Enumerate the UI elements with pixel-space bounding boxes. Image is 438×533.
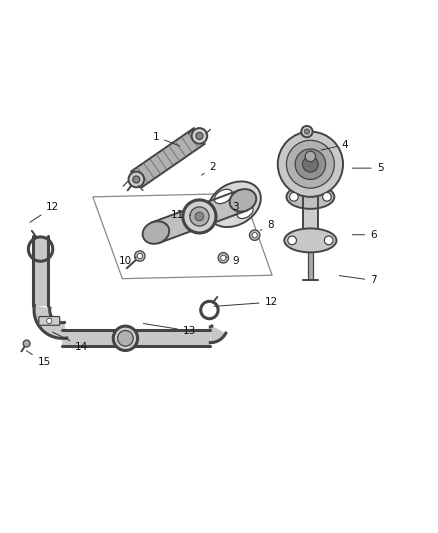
Text: 8: 8 xyxy=(260,220,274,230)
Circle shape xyxy=(295,149,325,180)
Text: 9: 9 xyxy=(226,256,239,266)
Bar xyxy=(303,197,318,246)
Text: 12: 12 xyxy=(30,203,60,222)
Ellipse shape xyxy=(230,189,256,212)
Circle shape xyxy=(117,330,133,346)
Circle shape xyxy=(218,253,229,263)
Circle shape xyxy=(288,236,297,245)
Text: 2: 2 xyxy=(201,162,216,175)
Ellipse shape xyxy=(208,181,261,227)
Circle shape xyxy=(301,126,313,137)
Text: 15: 15 xyxy=(26,351,51,367)
Circle shape xyxy=(278,132,343,197)
Polygon shape xyxy=(131,128,205,187)
Text: 10: 10 xyxy=(119,256,136,266)
Circle shape xyxy=(113,326,138,351)
Text: 12: 12 xyxy=(214,297,278,307)
Circle shape xyxy=(195,212,204,221)
Circle shape xyxy=(137,254,142,259)
Text: 4: 4 xyxy=(321,140,349,150)
Bar xyxy=(308,253,313,280)
Polygon shape xyxy=(210,326,226,343)
Bar xyxy=(33,236,48,305)
Circle shape xyxy=(133,176,140,183)
Circle shape xyxy=(322,192,331,201)
Circle shape xyxy=(324,236,333,245)
Text: 1: 1 xyxy=(152,132,180,146)
Circle shape xyxy=(250,230,260,240)
Circle shape xyxy=(290,192,298,201)
Ellipse shape xyxy=(237,206,253,219)
Ellipse shape xyxy=(143,221,169,244)
Circle shape xyxy=(252,232,257,238)
Text: 6: 6 xyxy=(352,230,377,240)
Bar xyxy=(62,330,210,346)
Circle shape xyxy=(191,128,207,144)
Text: 14: 14 xyxy=(53,332,88,352)
Text: 11: 11 xyxy=(171,210,191,220)
Circle shape xyxy=(303,156,318,172)
Circle shape xyxy=(221,255,226,261)
FancyBboxPatch shape xyxy=(39,317,60,325)
Circle shape xyxy=(196,133,203,140)
Circle shape xyxy=(190,207,209,226)
Circle shape xyxy=(23,340,30,347)
Circle shape xyxy=(183,200,216,233)
Ellipse shape xyxy=(286,185,334,209)
Polygon shape xyxy=(152,190,247,243)
Polygon shape xyxy=(34,305,67,338)
Circle shape xyxy=(304,129,310,134)
Text: 13: 13 xyxy=(143,324,196,336)
Text: 7: 7 xyxy=(339,276,377,286)
Circle shape xyxy=(134,251,145,261)
Ellipse shape xyxy=(214,189,233,204)
Text: 5: 5 xyxy=(352,163,383,173)
Circle shape xyxy=(47,318,52,324)
Circle shape xyxy=(305,151,316,161)
Text: 3: 3 xyxy=(232,203,239,215)
Circle shape xyxy=(128,172,144,187)
Ellipse shape xyxy=(284,229,336,252)
Circle shape xyxy=(286,140,334,188)
